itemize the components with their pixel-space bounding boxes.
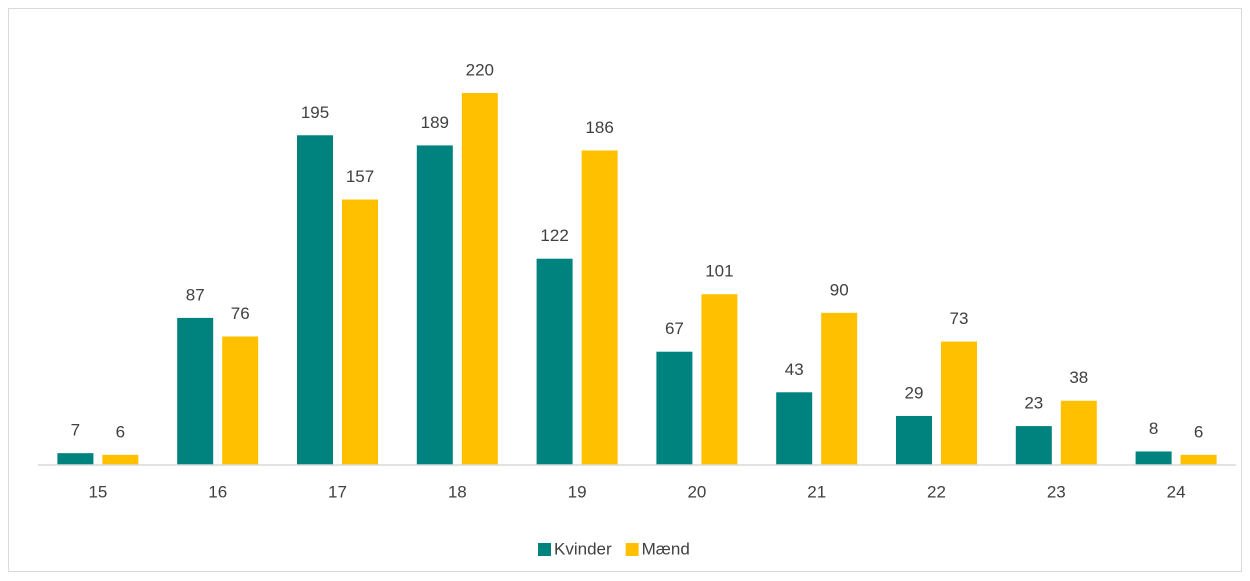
data-label: 6 (1194, 422, 1203, 441)
data-label: 6 (116, 422, 125, 441)
data-label: 8 (1149, 419, 1158, 438)
x-tick-label: 18 (448, 482, 467, 501)
data-label: 7 (71, 421, 80, 440)
bar (656, 351, 693, 465)
bar (821, 312, 858, 465)
bar (416, 145, 453, 465)
bar (1180, 454, 1217, 465)
bar (222, 336, 259, 465)
data-label: 122 (540, 226, 568, 245)
data-label: 90 (830, 280, 849, 299)
legend-swatch (625, 543, 639, 556)
bar (1135, 451, 1172, 465)
x-tick-label: 21 (807, 482, 826, 501)
data-label: 186 (585, 118, 613, 137)
bar (581, 150, 618, 465)
legend-label: Kvinder (554, 539, 612, 558)
data-label: 43 (785, 360, 804, 379)
x-tick-label: 19 (568, 482, 587, 501)
x-tick-label: 22 (927, 482, 946, 501)
bar (57, 453, 94, 465)
bar (776, 392, 813, 465)
x-tick-label: 15 (88, 482, 107, 501)
bar (941, 341, 977, 465)
bar (536, 258, 573, 465)
legend-label: Mænd (642, 539, 690, 558)
data-label: 87 (186, 285, 205, 304)
x-tick-label: 16 (208, 482, 227, 501)
bar (1015, 426, 1052, 465)
data-label: 157 (346, 167, 374, 186)
x-tick-label: 23 (1047, 482, 1066, 501)
data-label: 67 (665, 319, 684, 338)
bar (342, 199, 378, 465)
bar (177, 317, 214, 465)
bar (102, 454, 139, 465)
data-label: 76 (231, 304, 250, 323)
bar (1060, 400, 1097, 465)
data-label: 73 (950, 309, 969, 328)
data-label: 189 (421, 113, 449, 132)
x-tick-label: 20 (687, 482, 706, 501)
bar (461, 93, 498, 465)
x-tick-label: 17 (328, 482, 347, 501)
legend-swatch (538, 543, 551, 556)
bar (701, 294, 738, 465)
data-label: 101 (705, 262, 733, 281)
bar (297, 135, 333, 466)
data-label: 29 (905, 383, 924, 402)
bar (896, 415, 932, 465)
chart-frame (8, 8, 1242, 572)
data-label: 220 (466, 60, 494, 79)
data-label: 38 (1069, 368, 1088, 387)
x-tick-label: 24 (1167, 482, 1186, 501)
data-label: 23 (1024, 394, 1043, 413)
data-label: 195 (301, 103, 329, 122)
